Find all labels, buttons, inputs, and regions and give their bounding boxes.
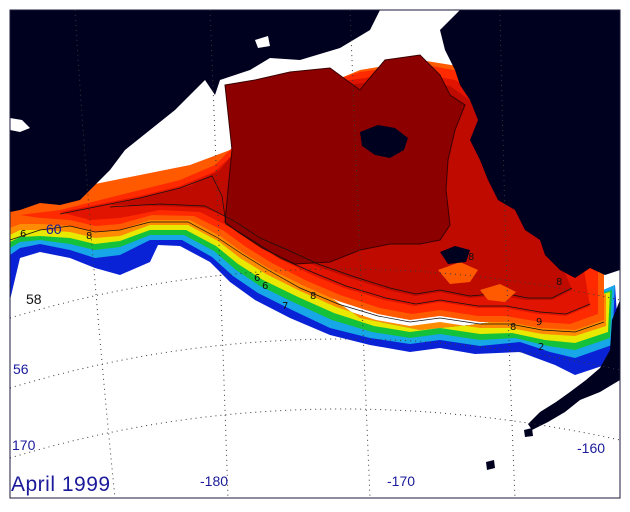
snow-patch-2 (10, 118, 30, 132)
contour-lines (9, 175, 605, 333)
map-frame (9, 9, 621, 499)
contour-label: 8 (310, 291, 317, 302)
band-10-core (224, 54, 466, 265)
contour-label: 2 (538, 342, 545, 353)
longitude-label-170: 170 (12, 437, 36, 453)
longitude-label-minus180: -180 (200, 473, 229, 489)
contour-label: 9 (536, 317, 543, 328)
latitude-label-58: 58 (26, 291, 42, 307)
land-island-1 (440, 246, 470, 264)
land-islet-2 (524, 428, 533, 437)
land-peninsula (528, 300, 620, 430)
land-siberia (10, 10, 380, 212)
snow-patch-1 (385, 10, 440, 38)
contour-label: 6 (254, 273, 261, 284)
land-masses (10, 10, 620, 470)
latitude-label-56: 56 (13, 361, 29, 377)
contour-label: 6 (262, 281, 269, 292)
contour-label: 6 (20, 229, 27, 240)
land-alaska (440, 10, 620, 278)
longitude-label-minus170: -170 (387, 473, 416, 489)
cool-patch (438, 262, 478, 284)
band-3 (10, 195, 612, 350)
contour-label: 8 (510, 322, 517, 333)
contour-label: 8 (86, 231, 93, 242)
band-2 (10, 195, 615, 358)
cool-patch-2 (480, 284, 516, 302)
contour-label: 8 (468, 252, 475, 263)
longitude-label-minus160: -160 (577, 440, 606, 456)
latitude-label-60: 60 (46, 221, 62, 237)
map-title: April 1999 (11, 473, 111, 496)
contour-label: 8 (556, 277, 563, 288)
land-islet (486, 460, 495, 470)
land-island-2 (360, 125, 408, 158)
snow-patch-3 (255, 36, 270, 48)
contour-label: 7 (282, 301, 289, 312)
